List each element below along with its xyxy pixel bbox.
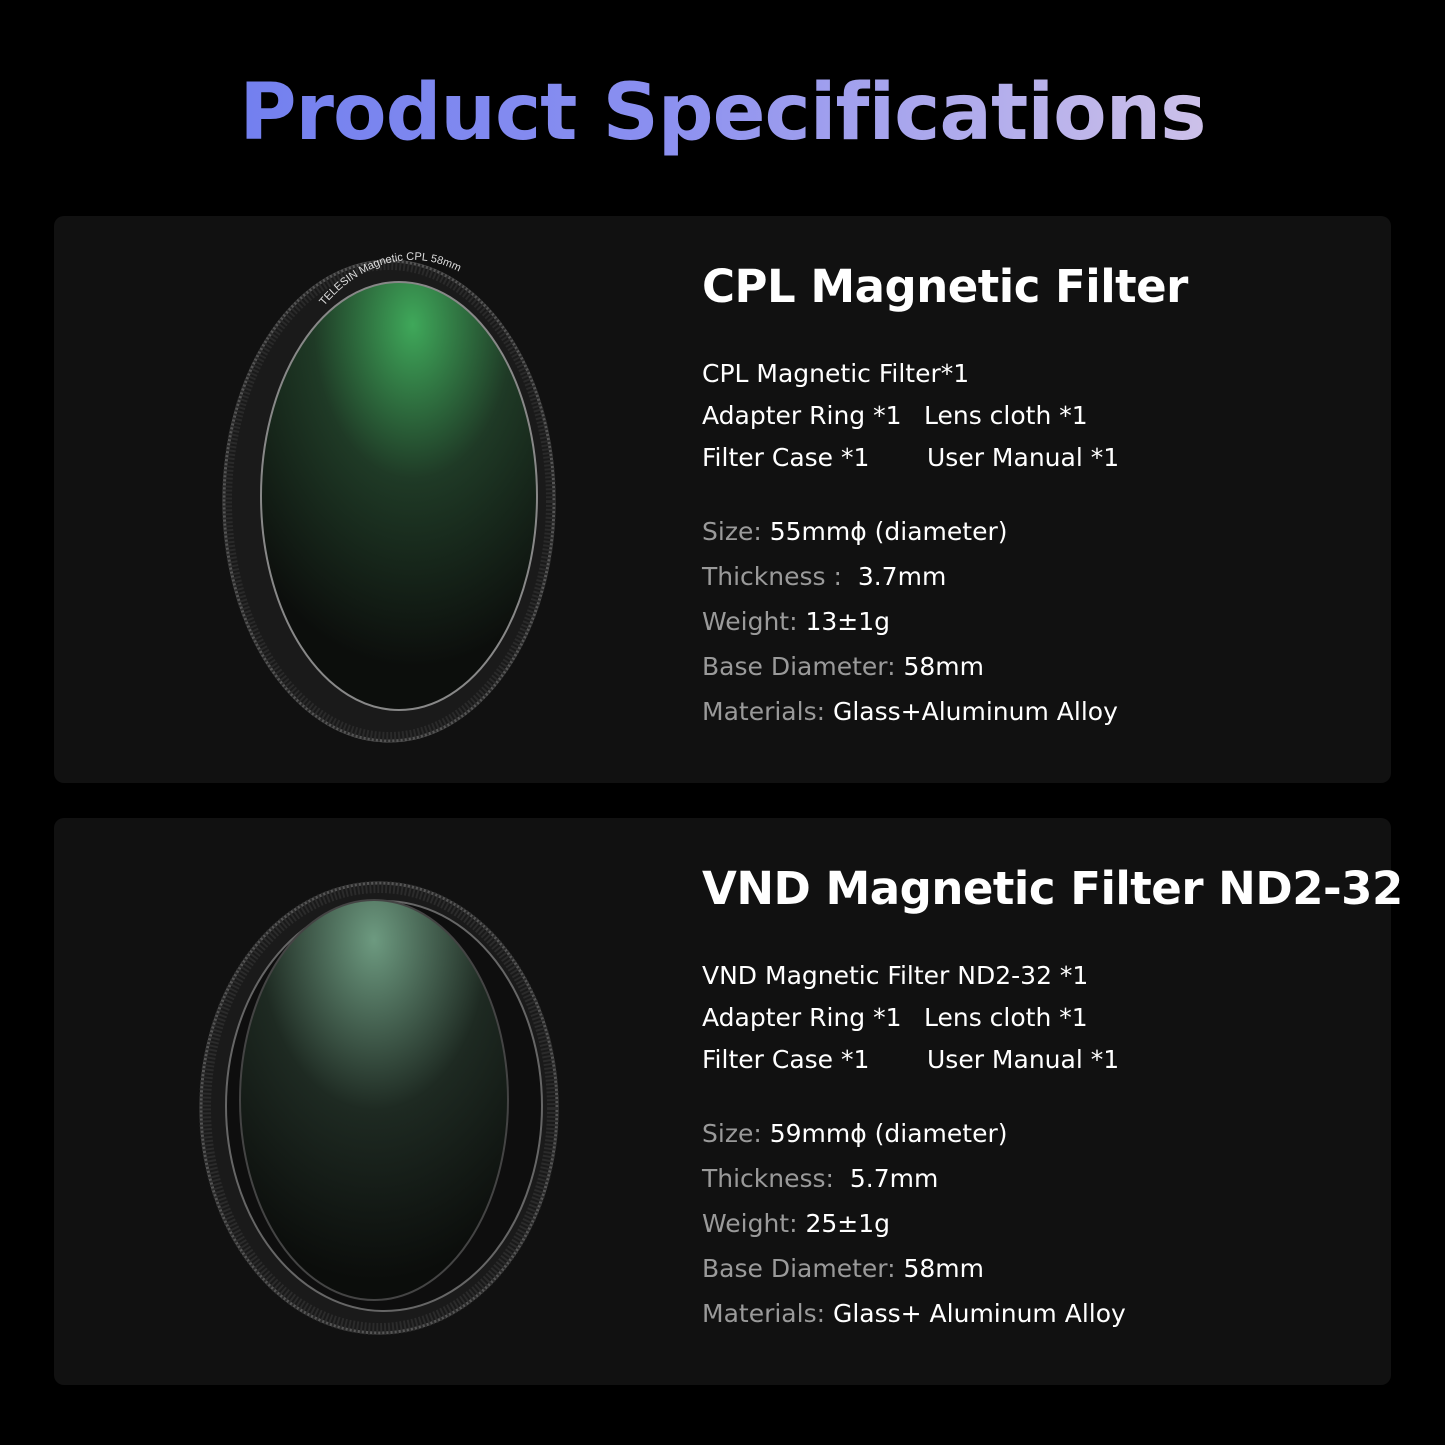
item: User Manual *1 xyxy=(927,1045,1120,1074)
package-contents: VND Magnetic Filter ND2-32 *1 Adapter Ri… xyxy=(702,955,1403,1081)
item: Lens cloth *1 xyxy=(924,401,1088,430)
item: Adapter Ring *1 xyxy=(702,1003,902,1032)
spec-value: 3.7mm xyxy=(857,562,947,591)
spec-value: Glass+Aluminum Alloy xyxy=(832,697,1118,726)
spec-label: Base Diameter: xyxy=(702,1254,904,1283)
vnd-filter-image xyxy=(199,881,559,1335)
item: Filter Case *1 xyxy=(702,1045,870,1074)
spec-label: Materials: xyxy=(702,697,833,726)
spec-label: Weight: xyxy=(702,1209,806,1238)
item: CPL Magnetic Filter*1 xyxy=(702,359,970,388)
spec-label: Base Diameter: xyxy=(702,652,904,681)
spec-value: 13±1g xyxy=(805,607,891,636)
package-contents: CPL Magnetic Filter*1 Adapter Ring *1 Len… xyxy=(702,353,1188,479)
cpl-filter-image: TELESIN Magnetic CPL 58mm xyxy=(222,251,556,743)
spec-value: Glass+ Aluminum Alloy xyxy=(832,1299,1126,1328)
spec-label: Weight: xyxy=(702,607,806,636)
item: VND Magnetic Filter ND2-32 *1 xyxy=(702,961,1089,990)
spec-value: 58mm xyxy=(903,652,984,681)
product-card-vnd: VND Magnetic Filter ND2-32 VND Magnetic … xyxy=(54,818,1403,1385)
spec-label: Size: xyxy=(702,1119,770,1148)
spec-value: 58mm xyxy=(903,1254,984,1283)
spec-value: 5.7mm xyxy=(849,1164,939,1193)
product-name: CPL Magnetic Filter xyxy=(702,260,1188,313)
product-name: VND Magnetic Filter ND2-32 xyxy=(702,862,1403,915)
item: User Manual *1 xyxy=(927,443,1120,472)
spec-value: 55mmϕ (diameter) xyxy=(769,517,1008,546)
spec-label: Thickness : xyxy=(702,562,858,591)
spec-label: Thickness: xyxy=(702,1164,850,1193)
spec-list: Size: 59mmϕ (diameter) Thickness: 5.7mm … xyxy=(702,1111,1403,1336)
product-card-cpl: TELESIN Magnetic CPL 58mm CPL Magnetic F… xyxy=(54,216,1391,783)
item: Adapter Ring *1 xyxy=(702,401,902,430)
item: Filter Case *1 xyxy=(702,443,870,472)
page-title: Product Specifications xyxy=(0,68,1445,158)
spec-value: 25±1g xyxy=(805,1209,891,1238)
item: Lens cloth *1 xyxy=(924,1003,1088,1032)
spec-label: Size: xyxy=(702,517,770,546)
spec-value: 59mmϕ (diameter) xyxy=(769,1119,1008,1148)
spec-label: Materials: xyxy=(702,1299,833,1328)
spec-list: Size: 55mmϕ (diameter) Thickness : 3.7mm… xyxy=(702,509,1188,734)
